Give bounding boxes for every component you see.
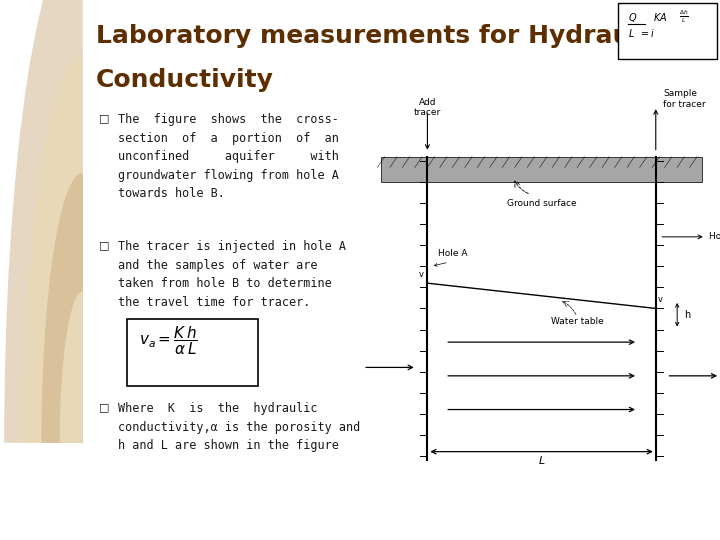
Text: Hole A: Hole A xyxy=(438,249,467,258)
Text: $Q$: $Q$ xyxy=(628,11,637,24)
Text: v: v xyxy=(419,270,424,279)
Text: Add
tracer: Add tracer xyxy=(414,98,441,117)
Text: □: □ xyxy=(99,113,109,124)
Text: Hole B: Hole B xyxy=(709,232,720,241)
Text: Where  K  is  the  hydraulic
conductivity,α is the porosity and
h and L are show: Where K is the hydraulic conductivity,α … xyxy=(118,402,360,453)
Text: $\frac{\Delta h}{L}$: $\frac{\Delta h}{L}$ xyxy=(678,8,688,24)
FancyBboxPatch shape xyxy=(127,319,258,386)
FancyBboxPatch shape xyxy=(618,3,717,59)
Bar xyxy=(381,157,702,182)
Wedge shape xyxy=(23,54,83,443)
Text: Sample
for tracer: Sample for tracer xyxy=(663,90,706,109)
Text: h: h xyxy=(684,310,690,320)
Text: $KA$: $KA$ xyxy=(653,11,667,23)
Text: $= i$: $= i$ xyxy=(639,27,656,39)
Text: v: v xyxy=(657,295,662,304)
Text: Conductivity: Conductivity xyxy=(96,68,274,91)
Text: □: □ xyxy=(99,402,109,413)
Text: $L$: $L$ xyxy=(628,27,634,39)
Text: $v_a = \dfrac{K\,h}{\alpha\,L}$: $v_a = \dfrac{K\,h}{\alpha\,L}$ xyxy=(139,324,198,357)
Text: The  figure  shows  the  cross-
section  of  a  portion  of  an
unconfined     a: The figure shows the cross- section of a… xyxy=(118,113,338,200)
Wedge shape xyxy=(4,0,83,443)
Text: Water table: Water table xyxy=(551,317,603,326)
Text: The tracer is injected in hole A
and the samples of water are
taken from hole B : The tracer is injected in hole A and the… xyxy=(118,240,346,309)
Text: Laboratory measurements for Hydraulic: Laboratory measurements for Hydraulic xyxy=(96,24,662,48)
Text: Ground surface: Ground surface xyxy=(507,199,577,208)
Wedge shape xyxy=(60,292,83,443)
Text: L: L xyxy=(539,456,545,466)
Wedge shape xyxy=(42,173,83,443)
Text: □: □ xyxy=(99,240,109,251)
